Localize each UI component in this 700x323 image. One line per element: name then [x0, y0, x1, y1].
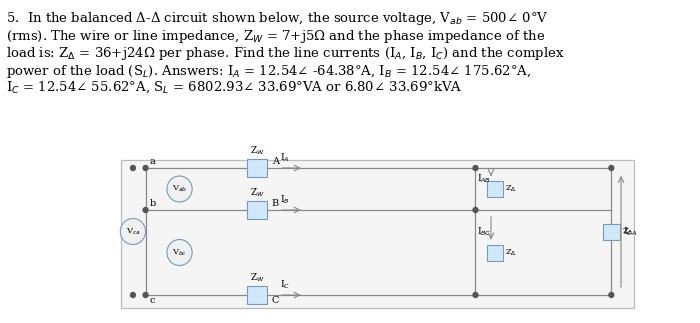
Circle shape — [473, 165, 478, 171]
Text: 5.  In the balanced Δ-Δ circuit shown below, the source voltage, V$_{ab}$ = 500∠: 5. In the balanced Δ-Δ circuit shown bel… — [6, 10, 548, 27]
Bar — [247, 159, 267, 177]
Text: Z$_Δ$: Z$_Δ$ — [622, 226, 634, 237]
Text: B: B — [272, 199, 279, 208]
Circle shape — [167, 176, 192, 202]
Circle shape — [120, 218, 146, 245]
Text: A: A — [272, 157, 279, 166]
Text: V$_{ab}$: V$_{ab}$ — [172, 184, 187, 194]
Circle shape — [143, 165, 148, 171]
Text: I$_{AB}$: I$_{AB}$ — [477, 172, 491, 185]
Bar — [121, 160, 634, 308]
Text: Z$_W$: Z$_W$ — [250, 272, 265, 284]
Bar — [486, 181, 503, 197]
Text: I$_C$: I$_C$ — [281, 278, 290, 291]
Text: Z$_Δ$: Z$_Δ$ — [505, 247, 517, 258]
Text: a: a — [149, 157, 155, 166]
Bar — [247, 201, 267, 219]
Bar — [247, 286, 267, 304]
Circle shape — [167, 239, 192, 266]
Circle shape — [130, 293, 135, 297]
Text: power of the load (S$_L$). Answers: I$_A$ = 12.54∠ -64.38°A, I$_B$ = 12.54∠ 175.: power of the load (S$_L$). Answers: I$_A… — [6, 62, 531, 79]
Text: (rms). The wire or line impedance, Z$_W$ = 7+j5Ω and the phase impedance of the: (rms). The wire or line impedance, Z$_W$… — [6, 27, 545, 45]
Bar — [603, 224, 620, 239]
Text: I$_B$: I$_B$ — [281, 193, 290, 206]
Bar — [486, 245, 503, 261]
Text: I$_{BC}$: I$_{BC}$ — [477, 225, 492, 237]
Circle shape — [473, 207, 478, 213]
Circle shape — [473, 293, 478, 297]
Circle shape — [143, 293, 148, 297]
Text: Z$_W$: Z$_W$ — [250, 186, 265, 199]
Text: Z$_W$: Z$_W$ — [250, 144, 265, 157]
Text: I$_A$: I$_A$ — [281, 151, 290, 164]
Text: C: C — [272, 296, 279, 305]
Circle shape — [609, 293, 614, 297]
Text: b: b — [149, 199, 155, 208]
Text: Z$_Δ$: Z$_Δ$ — [505, 184, 517, 194]
Text: I$_{CA}$: I$_{CA}$ — [623, 225, 637, 238]
Text: I$_C$ = 12.54∠ 55.62°A, S$_L$ = 6802.93∠ 33.69°VA or 6.80∠ 33.69°kVA: I$_C$ = 12.54∠ 55.62°A, S$_L$ = 6802.93∠… — [6, 80, 462, 96]
Circle shape — [609, 165, 614, 171]
Circle shape — [143, 207, 148, 213]
Circle shape — [130, 165, 135, 171]
Text: V$_{ca}$: V$_{ca}$ — [125, 226, 140, 237]
Text: c: c — [149, 296, 155, 305]
Text: V$_{bc}$: V$_{bc}$ — [172, 247, 187, 258]
Text: load is: Z$_Δ$ = 36+j24Ω per phase. Find the line currents (I$_A$, I$_B$, I$_C$): load is: Z$_Δ$ = 36+j24Ω per phase. Find… — [6, 45, 564, 62]
